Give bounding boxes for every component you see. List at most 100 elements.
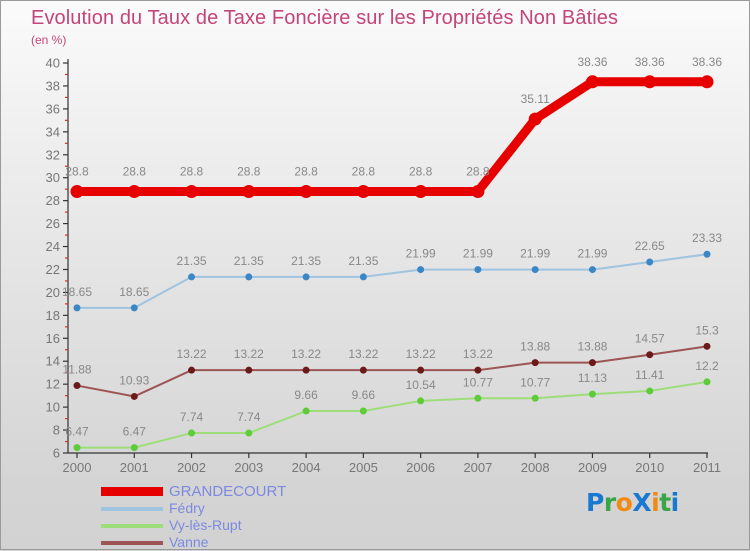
data-point [417,266,425,274]
data-point-label: 21.35 [177,254,207,268]
series-line [76,253,708,309]
data-point [73,444,81,452]
legend-swatch [101,506,163,511]
data-point-label: 23.33 [692,231,722,245]
data-point-label: 10.54 [406,378,436,392]
chart-legend: GRANDECOURT Fédry Vy-lès-Rupt Vanne [101,483,431,551]
data-point-label: 13.22 [463,347,493,361]
data-point [188,273,196,281]
data-point [646,387,654,395]
logo-letter-6: t [659,488,671,517]
logo-letter-2: r [603,488,616,517]
data-point-label: 13.22 [291,347,321,361]
y-axis-tick-label: 36 [46,101,60,116]
x-axis-tick-label: 2011 [693,460,721,475]
data-point-label: 13.22 [406,347,436,361]
y-axis-tick-label: 22 [46,262,60,277]
data-point [703,378,711,386]
data-point-label: 11.88 [62,363,91,377]
data-point-label: 28.8 [352,164,376,178]
x-axis-tick-label: 2001 [120,460,149,475]
series-line [72,77,712,196]
data-point [471,184,485,198]
data-point-label: 13.22 [348,347,378,361]
data-point [127,184,141,198]
data-point-label: 13.88 [577,340,607,354]
data-point-label: 28.8 [123,164,147,178]
logo-letter-4: X [632,488,652,517]
data-point [703,342,711,350]
data-point [474,366,482,374]
legend-label: Fédry [169,500,205,516]
y-axis-tick-label: 18 [46,308,60,323]
data-point-label: 21.35 [291,254,321,268]
legend-label: Vanne [169,534,209,550]
data-point [359,407,367,415]
data-point-label: 18.65 [119,285,149,299]
data-point-label: 28.8 [65,164,89,178]
data-point-label: 21.35 [234,254,264,268]
data-point [646,351,654,359]
data-point [302,273,310,281]
data-point [185,184,199,198]
legend-swatch [101,540,163,545]
y-axis-tick-label: 34 [46,124,60,139]
data-point [130,304,138,312]
legend-swatch [101,487,163,496]
legend-item-4[interactable]: Vanne [101,534,431,551]
data-point-label: 38.36 [635,55,665,69]
data-point-label: 21.99 [406,247,436,261]
data-point-label: 15.3 [695,323,719,337]
legend-item-1[interactable]: GRANDECOURT [101,483,431,500]
data-point [528,112,542,126]
data-point [302,366,310,374]
data-point [643,75,657,89]
data-point [474,394,482,402]
x-axis-tick-label: 2005 [349,460,378,475]
data-point [130,444,138,452]
data-point-label: 22.65 [635,239,665,253]
logo-letter-5: i [651,488,660,517]
data-point-label: 9.66 [352,388,376,402]
chart-series [70,75,714,452]
y-axis-tick-label: 10 [46,400,60,415]
data-point [356,184,370,198]
proxiti-logo[interactable]: ProXiti [586,488,679,517]
data-point-label: 21.35 [348,254,378,268]
data-point [417,397,425,405]
data-point [474,266,482,274]
data-point-label: 21.99 [463,247,493,261]
data-point-label: 7.74 [180,410,204,424]
data-point [531,359,539,367]
data-point-label: 18.65 [62,285,92,299]
x-axis-tick-label: 2006 [406,460,435,475]
x-axis-tick-label: 2009 [578,460,607,475]
data-point [417,366,425,374]
x-axis-tick-label: 2008 [521,460,550,475]
logo-letter-7: i [670,488,680,517]
data-point-label: 10.77 [520,375,550,389]
x-axis-tick-label: 2010 [635,460,664,475]
data-point [73,382,81,390]
y-axis-tick-label: 30 [46,170,60,185]
series-line [76,380,708,449]
y-axis-tick-label: 8 [53,423,60,438]
data-point [585,75,599,89]
data-point [531,266,539,274]
data-point [359,366,367,374]
data-point [245,273,253,281]
data-point [130,392,138,400]
data-point-label: 6.47 [65,425,89,439]
data-point-label: 13.88 [520,340,550,354]
legend-item-2[interactable]: Fédry [101,500,431,517]
series-2 [73,250,711,312]
y-axis-tick-label: 26 [46,216,60,231]
legend-item-3[interactable]: Vy-lès-Rupt [101,517,431,534]
y-axis-tick-label: 12 [46,377,60,392]
data-point [188,429,196,437]
data-point [531,394,539,402]
data-point-label: 38.36 [692,55,722,69]
data-point-label: 13.22 [177,347,207,361]
data-point-label: 21.99 [577,247,607,261]
legend-label: Vy-lès-Rupt [169,517,242,533]
